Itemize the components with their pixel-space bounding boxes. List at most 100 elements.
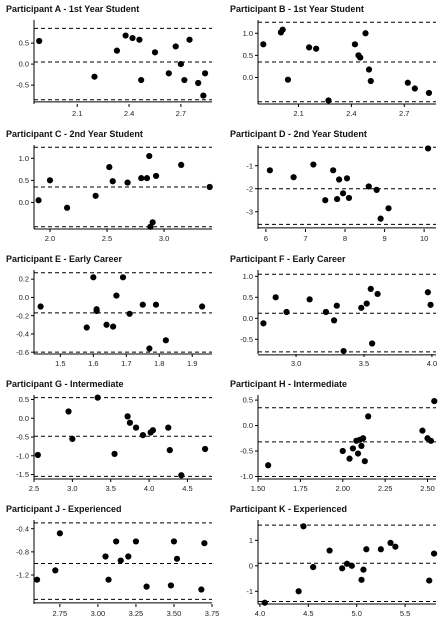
x-tick-label: 5.0 xyxy=(351,609,361,618)
panel-title: Participant C - 2nd Year Student xyxy=(6,129,143,139)
data-point xyxy=(143,175,151,182)
y-tick-label: -1.5 xyxy=(16,470,29,479)
data-point xyxy=(201,540,208,547)
data-point xyxy=(149,219,156,226)
data-point xyxy=(201,445,209,453)
y-tick-label: -1.2 xyxy=(16,571,29,580)
data-point xyxy=(146,345,153,352)
data-point xyxy=(335,176,343,183)
data-point xyxy=(113,47,121,54)
data-point xyxy=(330,167,337,174)
y-tick-label: 0 xyxy=(249,561,253,570)
data-point xyxy=(430,550,438,557)
data-point xyxy=(102,553,109,560)
x-tick-label: 3.00 xyxy=(91,609,106,618)
data-point xyxy=(330,317,338,324)
data-point xyxy=(313,45,320,52)
data-point xyxy=(124,179,131,186)
data-point xyxy=(424,145,432,152)
data-point xyxy=(178,161,185,168)
data-point xyxy=(310,563,317,571)
x-tick-label: 8 xyxy=(343,234,347,243)
x-tick-label: 7 xyxy=(303,234,307,243)
data-point xyxy=(167,582,175,589)
x-tick-label: 3.5 xyxy=(359,359,369,368)
panel-title: Participant E - Early Career xyxy=(6,254,123,264)
data-point xyxy=(358,304,365,311)
data-point xyxy=(109,178,116,185)
data-point xyxy=(151,49,159,56)
data-point xyxy=(351,41,359,48)
data-point xyxy=(354,450,362,457)
panel-2: Participant B - 1st Year Student 0.0 0.5 1.… xyxy=(230,4,436,118)
data-point xyxy=(111,450,118,457)
y-tick-label: -1.0 xyxy=(240,472,253,481)
data-point xyxy=(170,538,178,545)
data-point xyxy=(260,41,267,48)
data-point xyxy=(126,419,134,426)
data-point xyxy=(181,76,188,84)
data-point xyxy=(334,195,341,203)
panel-title: Participant K - Experienced xyxy=(230,504,347,514)
data-point xyxy=(362,30,369,37)
data-point xyxy=(339,565,346,572)
data-point xyxy=(367,77,374,85)
data-point xyxy=(425,89,433,97)
data-point xyxy=(94,394,101,401)
y-tick-label: 1.0 xyxy=(243,272,253,281)
y-tick-label: -2 xyxy=(246,184,253,193)
data-point xyxy=(103,321,110,328)
data-point xyxy=(166,447,173,454)
x-tick-label: 2.4 xyxy=(124,109,134,118)
data-point xyxy=(346,455,353,462)
x-tick-label: 2.7 xyxy=(176,109,186,118)
y-tick-label: 0.0 xyxy=(19,293,29,302)
panel-title: Participant G - Intermediate xyxy=(6,379,124,389)
y-tick-label: 0.5 xyxy=(19,39,29,48)
x-tick-label: 9 xyxy=(382,234,386,243)
data-point xyxy=(65,408,72,415)
data-point xyxy=(279,26,286,33)
y-tick-label: 0.5 xyxy=(243,51,253,60)
data-point xyxy=(339,190,347,197)
y-tick-label: 0.0 xyxy=(243,421,253,430)
data-point xyxy=(358,442,365,450)
panel-title: Participant H - Intermediate xyxy=(230,379,347,389)
data-point xyxy=(132,538,140,545)
data-point xyxy=(363,546,370,553)
data-point xyxy=(139,432,147,439)
data-point xyxy=(178,472,185,479)
y-tick-label: 0.5 xyxy=(243,293,253,302)
data-point xyxy=(165,70,172,77)
data-point xyxy=(284,76,292,83)
x-tick-label: 3.0 xyxy=(159,234,169,243)
data-point xyxy=(360,566,367,573)
x-tick-label: 3.5 xyxy=(106,484,116,493)
panel-title: Participant D - 2nd Year Student xyxy=(230,129,367,139)
panel-10: Participant K - Experienced -1 0 1 4.0 4.5 5.0… xyxy=(230,504,438,618)
x-tick-label: 1.8 xyxy=(154,359,164,368)
x-tick-label: 2.4 xyxy=(346,109,356,118)
data-point xyxy=(139,301,146,308)
data-point xyxy=(46,177,54,184)
data-point xyxy=(165,424,172,431)
data-point xyxy=(90,274,97,281)
data-point xyxy=(272,294,279,301)
data-point xyxy=(152,172,160,180)
data-point xyxy=(149,427,157,434)
data-point xyxy=(92,192,99,199)
data-point xyxy=(306,44,313,51)
x-tick-label: 3.25 xyxy=(129,609,144,618)
data-point xyxy=(136,36,143,43)
data-point xyxy=(122,32,129,39)
x-tick-label: 4.0 xyxy=(427,359,437,368)
x-tick-label: 3.0 xyxy=(291,359,301,368)
y-tick-label: -0.5 xyxy=(16,81,29,90)
data-point xyxy=(377,215,384,222)
x-tick-label: 4.0 xyxy=(255,609,265,618)
data-point xyxy=(343,560,351,567)
y-tick-label: -1 xyxy=(246,161,253,170)
data-point xyxy=(119,274,127,281)
data-point xyxy=(310,161,317,168)
data-point xyxy=(69,435,76,442)
